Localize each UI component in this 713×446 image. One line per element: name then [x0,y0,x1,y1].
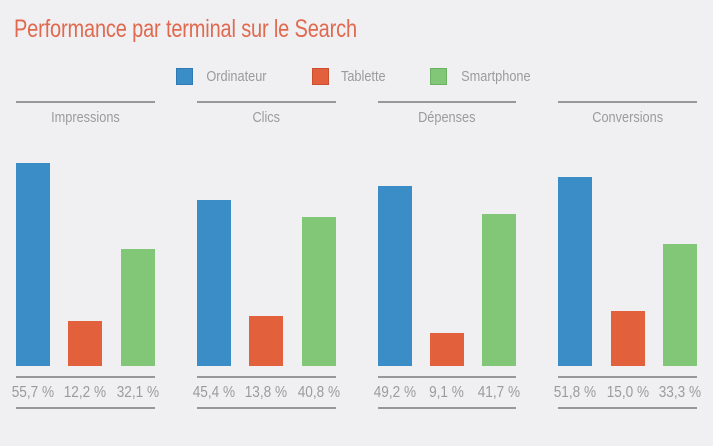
value-tablette-impressions: 12,2 % [64,383,107,401]
bar-area-clics [196,133,336,366]
chart-title: Performance par terminal sur le Search [14,14,713,44]
bar-tablette-depenses [429,333,464,366]
legend-swatch-ordinateur [176,68,194,85]
value-ordinateur-conversions: 51,8 % [554,383,597,401]
bar-area-depenses [377,133,517,366]
bar-ordinateur-depenses [377,186,412,366]
value-tablette-depenses: 9,1 % [429,383,465,401]
value-ordinateur-depenses: 49,2 % [373,383,416,401]
value-row-depenses: 49,2 % 9,1 % 41,7 % [373,378,521,407]
value-smartphone-clics: 40,8 % [297,383,340,401]
group-top-divider [196,101,336,103]
bar-tablette-conversions [610,311,645,366]
values-top-divider [377,376,517,378]
legend-item-smartphone: Smartphone [429,68,537,85]
chart-title-text: Performance par terminal sur le Search [14,15,357,43]
values-top-divider [558,376,697,378]
legend-label: Ordinateur [206,68,267,85]
legend-swatch-smartphone [429,68,447,85]
group-label-conversions: Conversions [592,109,664,126]
values-bottom-divider [377,407,517,409]
legend-item-ordinateur: Ordinateur [176,68,272,85]
bar-smartphone-impressions [120,249,155,366]
metric-group-depenses: Dépenses 49,2 % 9,1 % 41,7 % [373,101,521,409]
bar-smartphone-depenses [482,214,517,366]
value-smartphone-conversions: 33,3 % [658,383,702,401]
value-row-conversions: 51,8 % 15,0 % 33,3 % [554,378,702,407]
bar-chart: Impressions 55,7 % 12,2 % 32,1 % [0,101,713,409]
legend: Ordinateur Tablette Smartphone [0,68,713,85]
bar-tablette-impressions [68,321,103,366]
values-top-divider [16,376,155,378]
bar-ordinateur-clics [196,200,231,366]
group-top-divider [558,101,697,103]
values-bottom-divider [16,407,155,409]
value-ordinateur-impressions: 55,7 % [11,383,55,401]
legend-label: Smartphone [460,68,531,85]
value-row-impressions: 55,7 % 12,2 % 32,1 % [11,378,159,407]
legend-swatch-tablette [312,68,330,85]
bar-area-conversions [558,133,697,366]
group-top-divider [377,101,517,103]
bar-ordinateur-impressions [16,163,50,366]
group-top-divider [16,101,155,103]
value-tablette-conversions: 15,0 % [606,383,649,401]
value-smartphone-depenses: 41,7 % [478,383,521,401]
bar-ordinateur-conversions [558,177,593,366]
values-bottom-divider [196,407,336,409]
legend-item-tablette: Tablette [312,68,390,85]
value-row-clics: 45,4 % 13,8 % 40,8 % [192,378,340,407]
bar-smartphone-conversions [663,244,697,366]
values-bottom-divider [558,407,697,409]
value-ordinateur-clics: 45,4 % [192,383,235,401]
metric-group-conversions: Conversions 51,8 % 15,0 % 33,3 % [554,101,702,409]
bar-tablette-clics [249,316,284,366]
value-smartphone-impressions: 32,1 % [116,383,159,401]
group-label-impressions: Impressions [51,109,120,126]
group-label-clics: Clics [252,109,280,126]
values-top-divider [196,376,336,378]
bar-smartphone-clics [301,217,336,366]
legend-label: Tablette [341,68,386,85]
value-tablette-clics: 13,8 % [244,383,288,401]
bar-area-impressions [16,133,155,366]
group-label-depenses: Dépenses [418,109,476,126]
metric-group-impressions: Impressions 55,7 % 12,2 % 32,1 % [11,101,159,409]
metric-group-clics: Clics 45,4 % 13,8 % 40,8 % [192,101,340,409]
